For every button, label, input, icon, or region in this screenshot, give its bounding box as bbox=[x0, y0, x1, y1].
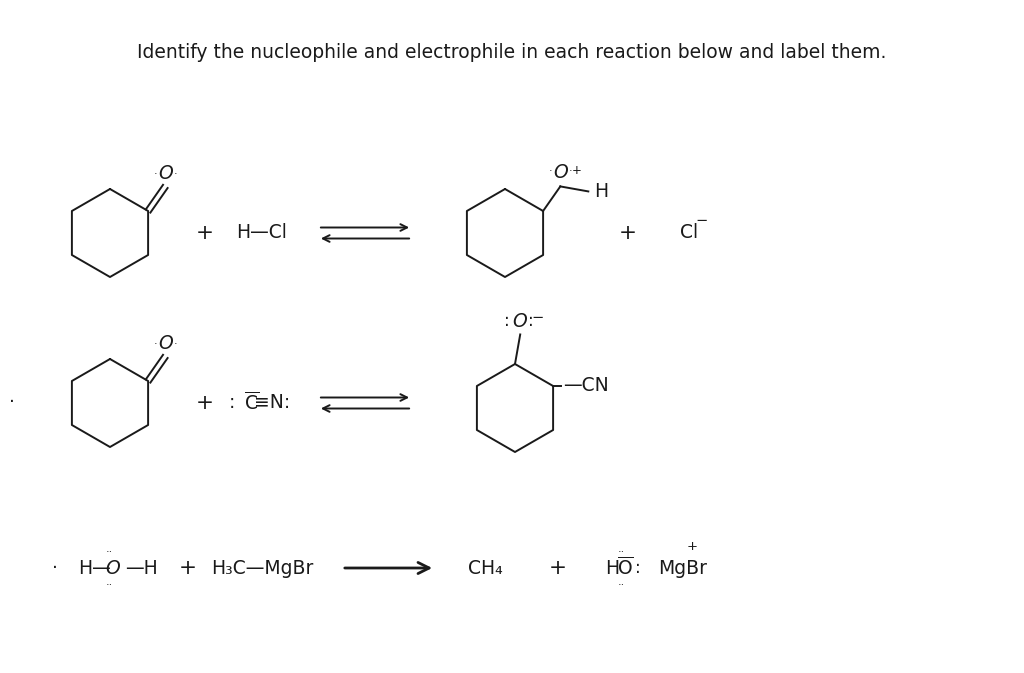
Text: +: + bbox=[549, 558, 567, 578]
Text: ≡N:: ≡N: bbox=[254, 394, 290, 413]
Text: ··: ·· bbox=[105, 580, 113, 590]
Text: H₃C—MgBr: H₃C—MgBr bbox=[211, 559, 313, 577]
Text: :: : bbox=[228, 394, 236, 413]
Text: H: H bbox=[605, 559, 620, 577]
Text: O: O bbox=[158, 334, 173, 353]
Text: ·: · bbox=[568, 166, 572, 176]
Text: O: O bbox=[553, 164, 567, 182]
Text: +: + bbox=[618, 223, 637, 243]
Text: $\overline{\mathrm{C}}$: $\overline{\mathrm{C}}$ bbox=[245, 392, 259, 414]
Text: −: − bbox=[696, 213, 709, 229]
Text: H: H bbox=[594, 182, 608, 201]
Text: O: O bbox=[105, 559, 121, 577]
Text: ·: · bbox=[154, 339, 157, 349]
Text: ··: ·· bbox=[617, 547, 625, 557]
Text: ··: ·· bbox=[617, 580, 625, 590]
Text: ·: · bbox=[173, 339, 177, 349]
Text: +: + bbox=[571, 164, 582, 177]
Text: O: O bbox=[158, 164, 173, 184]
Text: —CN: —CN bbox=[563, 376, 609, 396]
Text: $\overline{\mathrm{O}}$: $\overline{\mathrm{O}}$ bbox=[616, 557, 634, 579]
Text: ·: · bbox=[549, 166, 552, 176]
Text: CH₄: CH₄ bbox=[468, 559, 503, 577]
Text: O: O bbox=[512, 312, 526, 332]
Text: ·: · bbox=[9, 394, 15, 413]
Text: —H: —H bbox=[125, 559, 158, 577]
Text: +: + bbox=[179, 558, 197, 578]
Text: Identify the nucleophile and electrophile in each reaction below and label them.: Identify the nucleophile and electrophil… bbox=[137, 44, 887, 63]
Text: +: + bbox=[686, 540, 697, 553]
Text: :: : bbox=[528, 312, 535, 330]
Text: H—Cl: H—Cl bbox=[237, 223, 288, 242]
Text: Cl: Cl bbox=[680, 223, 698, 242]
Text: −: − bbox=[531, 310, 544, 325]
Text: +: + bbox=[196, 393, 214, 413]
Text: ·: · bbox=[154, 170, 157, 180]
Text: ·: · bbox=[173, 170, 177, 180]
Text: ·: · bbox=[52, 559, 58, 577]
Text: ··: ·· bbox=[105, 547, 113, 557]
Text: :: : bbox=[505, 312, 510, 330]
Text: H—: H— bbox=[78, 559, 111, 577]
Text: +: + bbox=[196, 223, 214, 243]
Text: MgBr: MgBr bbox=[658, 559, 707, 577]
Text: :: : bbox=[635, 559, 641, 577]
